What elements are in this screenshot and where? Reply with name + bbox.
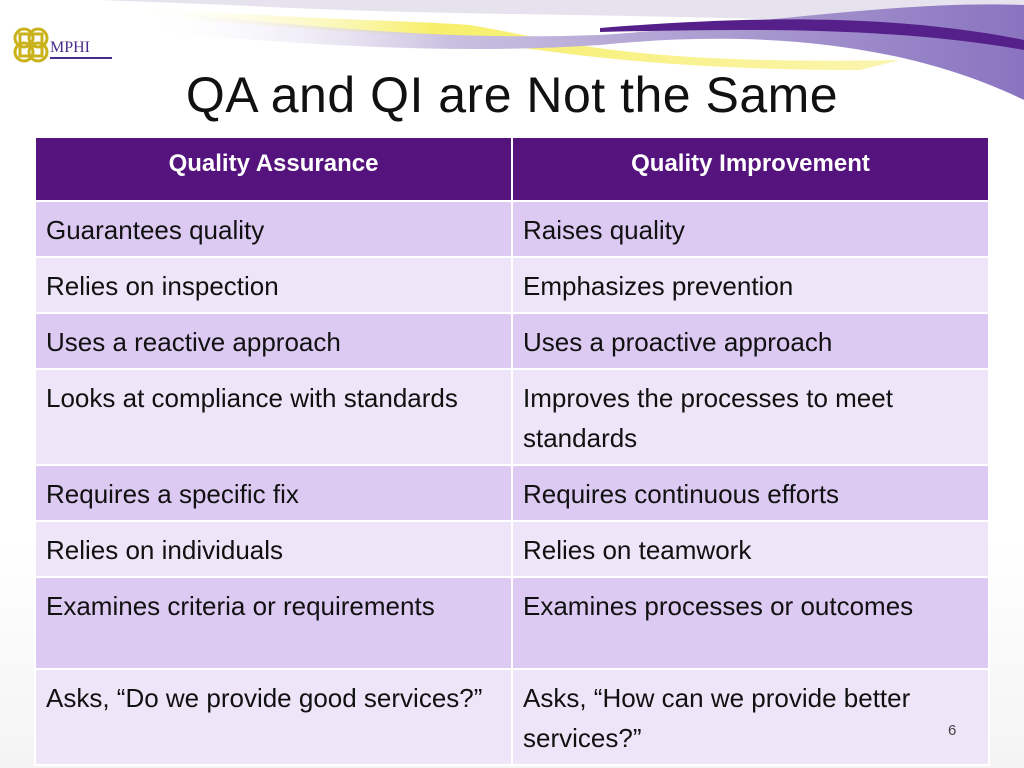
qa-cell: Requires a specific fix xyxy=(34,464,513,522)
qa-cell: Examines criteria or requirements xyxy=(34,576,513,670)
qi-cell: Relies on teamwork xyxy=(511,520,990,578)
table-row: Uses a reactive approach Uses a proactive… xyxy=(34,312,990,370)
qa-vs-qi-table: Quality Assurance Quality Improvement Gu… xyxy=(34,136,990,766)
table-row: Requires a specific fix Requires continuo… xyxy=(34,464,990,522)
table-row: Relies on individuals Relies on teamwork xyxy=(34,520,990,578)
page-number: 6 xyxy=(948,722,957,739)
qi-cell: Requires continuous efforts xyxy=(511,464,990,522)
header-quality-improvement: Quality Improvement xyxy=(511,136,990,202)
qa-cell: Guarantees quality xyxy=(34,200,513,258)
qi-cell: Uses a proactive approach xyxy=(511,312,990,370)
table-row: Guarantees quality Raises quality xyxy=(34,200,990,258)
table-row: Relies on inspection Emphasizes preventio… xyxy=(34,256,990,314)
decorative-swoosh-banner xyxy=(100,0,1024,100)
qi-cell: Examines processes or outcomes xyxy=(511,576,990,670)
table-row: Examines criteria or requirements Examine… xyxy=(34,576,990,670)
header-quality-assurance: Quality Assurance xyxy=(34,136,513,202)
slide-title: QA and QI are Not the Same xyxy=(185,67,839,123)
table-row: Looks at compliance with standards Improv… xyxy=(34,368,990,466)
table-header-row: Quality Assurance Quality Improvement xyxy=(34,136,990,202)
qi-cell: Raises quality xyxy=(511,200,990,258)
svg-text:MPHI: MPHI xyxy=(50,39,90,56)
qi-cell: Asks, “How can we provide better service… xyxy=(511,668,990,766)
qa-cell: Relies on inspection xyxy=(34,256,513,314)
qa-cell: Asks, “Do we provide good services?” xyxy=(34,668,513,766)
table-row: Asks, “Do we provide good services?” Asks… xyxy=(34,668,990,766)
qi-cell: Improves the processes to meet standards xyxy=(511,368,990,466)
qa-cell: Relies on individuals xyxy=(34,520,513,578)
qa-cell: Uses a reactive approach xyxy=(34,312,513,370)
qi-cell: Emphasizes prevention xyxy=(511,256,990,314)
qa-cell: Looks at compliance with standards xyxy=(34,368,513,466)
mphi-logo: MPHI xyxy=(8,22,118,72)
